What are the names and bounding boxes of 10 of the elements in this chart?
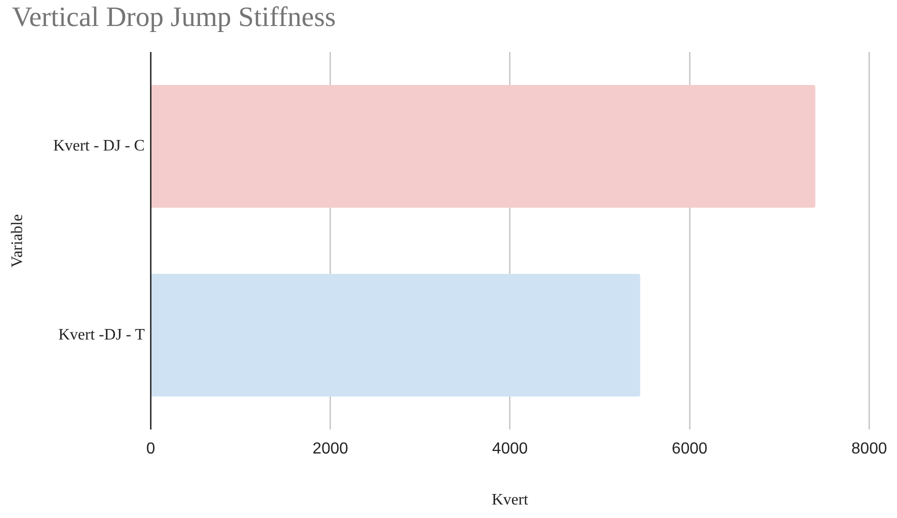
x-tick-label: 4000 <box>492 440 528 458</box>
y-axis-title: Variable <box>8 214 26 268</box>
x-tick-label: 6000 <box>672 440 708 458</box>
chart-title: Vertical Drop Jump Stiffness <box>12 2 336 34</box>
y-tick-label: Kvert - DJ - C <box>53 138 145 155</box>
x-axis-title: Kvert <box>492 492 529 509</box>
x-tick-label: 8000 <box>851 440 888 458</box>
x-tick-label: 0 <box>146 440 156 458</box>
x-tick-label: 2000 <box>312 440 348 458</box>
y-tick-label: Kvert -DJ - T <box>58 326 145 344</box>
